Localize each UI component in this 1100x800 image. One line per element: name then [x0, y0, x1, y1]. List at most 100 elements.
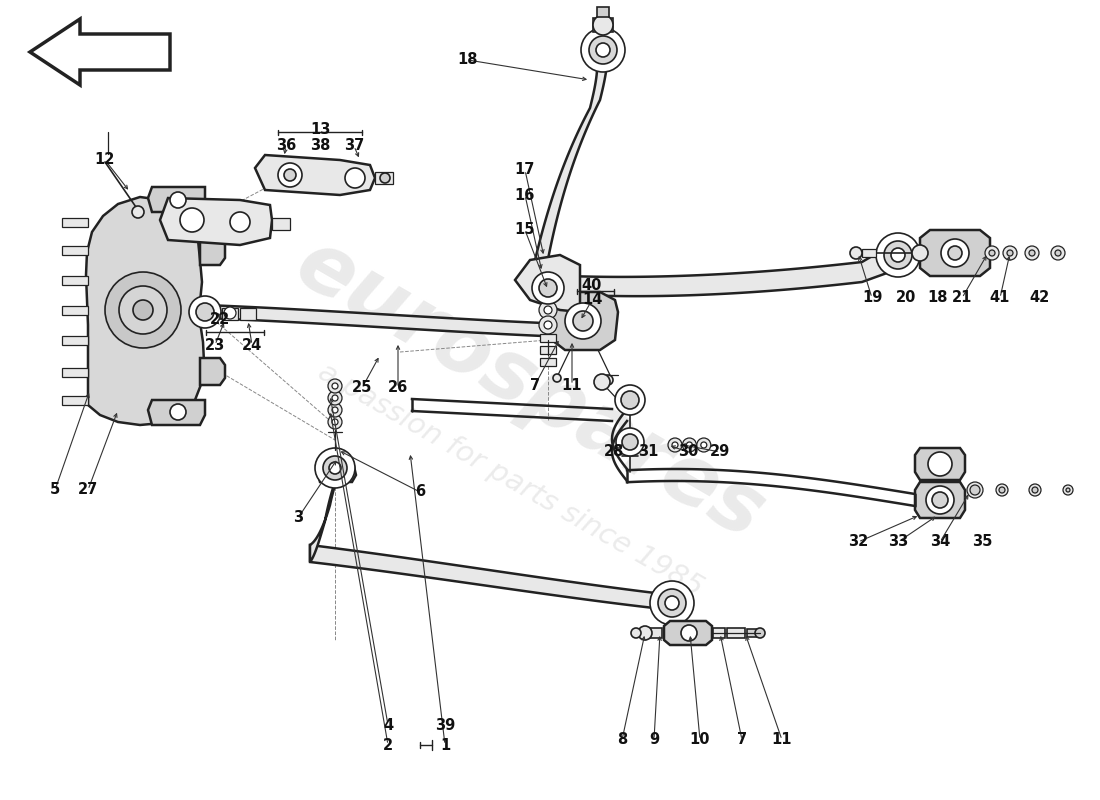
Circle shape — [940, 239, 969, 267]
Polygon shape — [148, 400, 205, 425]
Circle shape — [170, 192, 186, 208]
Polygon shape — [86, 197, 204, 425]
Text: 22: 22 — [210, 313, 230, 327]
Text: 17: 17 — [515, 162, 536, 178]
Text: 23: 23 — [205, 338, 225, 353]
Circle shape — [1032, 487, 1038, 493]
Polygon shape — [515, 255, 580, 312]
Text: 2: 2 — [383, 738, 393, 753]
Text: 11: 11 — [562, 378, 582, 393]
Text: 12: 12 — [95, 153, 116, 167]
Circle shape — [332, 419, 338, 425]
Circle shape — [539, 301, 557, 319]
Circle shape — [539, 279, 557, 297]
Bar — [62, 336, 88, 345]
Text: 39: 39 — [434, 718, 455, 733]
Circle shape — [970, 485, 980, 495]
Circle shape — [1006, 250, 1013, 256]
Text: 26: 26 — [388, 381, 408, 395]
Circle shape — [573, 311, 593, 331]
Bar — [727, 628, 745, 638]
Circle shape — [284, 169, 296, 181]
Circle shape — [631, 628, 641, 638]
Circle shape — [682, 438, 696, 452]
Text: 33: 33 — [888, 534, 909, 550]
Text: 19: 19 — [861, 290, 882, 306]
Polygon shape — [200, 358, 225, 385]
Text: 3: 3 — [293, 510, 304, 526]
Bar — [62, 368, 88, 377]
Circle shape — [1063, 485, 1072, 495]
Circle shape — [616, 428, 644, 456]
Circle shape — [539, 316, 557, 334]
Text: 35: 35 — [971, 534, 992, 550]
Circle shape — [884, 241, 912, 269]
Text: 29: 29 — [710, 445, 730, 459]
Circle shape — [1028, 484, 1041, 496]
Circle shape — [170, 404, 186, 420]
Polygon shape — [160, 198, 272, 245]
Circle shape — [230, 212, 250, 232]
Circle shape — [196, 303, 214, 321]
Text: 5: 5 — [50, 482, 60, 498]
Text: 9: 9 — [649, 733, 659, 747]
Text: 4: 4 — [383, 718, 393, 733]
Bar — [62, 276, 88, 285]
Circle shape — [1025, 246, 1040, 260]
Text: 34: 34 — [930, 534, 950, 550]
Bar — [62, 306, 88, 315]
Bar — [540, 334, 556, 342]
Circle shape — [603, 375, 613, 385]
Circle shape — [668, 438, 682, 452]
Polygon shape — [255, 155, 375, 195]
Circle shape — [1003, 246, 1018, 260]
Circle shape — [1055, 250, 1061, 256]
Text: 24: 24 — [242, 338, 262, 353]
Circle shape — [532, 272, 564, 304]
Circle shape — [686, 442, 692, 448]
Bar — [713, 628, 725, 638]
Bar — [650, 628, 662, 638]
Circle shape — [593, 15, 613, 35]
Circle shape — [329, 462, 341, 474]
Polygon shape — [920, 230, 990, 276]
Circle shape — [891, 248, 905, 262]
Circle shape — [132, 206, 144, 218]
Circle shape — [755, 628, 764, 638]
Circle shape — [133, 300, 153, 320]
Text: 8: 8 — [617, 733, 627, 747]
Text: 37: 37 — [344, 138, 364, 154]
Text: 41: 41 — [990, 290, 1010, 306]
Bar — [62, 396, 88, 405]
Circle shape — [967, 482, 983, 498]
Text: 28: 28 — [604, 445, 624, 459]
Circle shape — [553, 374, 561, 382]
Circle shape — [999, 487, 1005, 493]
Text: 6: 6 — [415, 485, 425, 499]
Polygon shape — [915, 448, 965, 480]
Text: 13: 13 — [310, 122, 330, 138]
Circle shape — [315, 448, 355, 488]
Text: 30: 30 — [678, 445, 698, 459]
Circle shape — [615, 385, 645, 415]
Bar — [747, 629, 757, 637]
Circle shape — [596, 43, 611, 57]
Text: 40: 40 — [582, 278, 602, 293]
Text: 36: 36 — [276, 138, 296, 154]
Polygon shape — [200, 238, 225, 265]
Text: 7: 7 — [737, 733, 747, 747]
Polygon shape — [310, 545, 686, 618]
Circle shape — [984, 246, 999, 260]
Circle shape — [932, 492, 948, 508]
Text: 7: 7 — [530, 378, 540, 393]
Circle shape — [1028, 250, 1035, 256]
Polygon shape — [915, 482, 965, 518]
Circle shape — [638, 626, 652, 640]
Circle shape — [588, 36, 617, 64]
Text: 21: 21 — [952, 290, 972, 306]
Polygon shape — [148, 187, 205, 212]
Circle shape — [594, 374, 610, 390]
Circle shape — [621, 391, 639, 409]
Circle shape — [696, 438, 711, 452]
Circle shape — [948, 246, 962, 260]
